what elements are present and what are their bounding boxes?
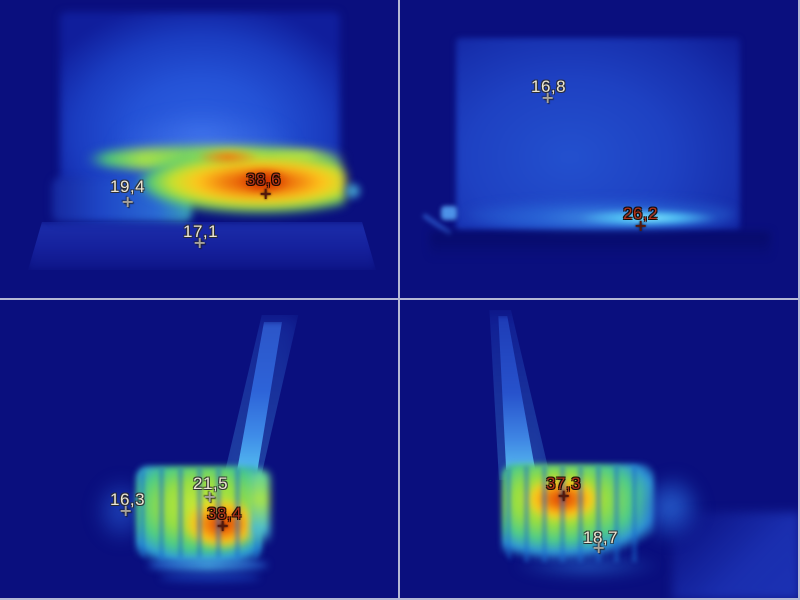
- thermal-photo-front-view: [0, 0, 400, 300]
- temperature-label: 26,2: [623, 204, 659, 223]
- cross-marker-icon: +: [119, 501, 133, 520]
- cross-marker-icon: +: [203, 487, 217, 506]
- max-heat-spot: [238, 168, 290, 194]
- temperature-label: 19,4: [110, 177, 146, 196]
- cross-marker-icon: +: [541, 88, 555, 107]
- vent-stripes: [140, 468, 260, 560]
- desk-surface: [28, 222, 376, 270]
- thermal-photo-right-side-view: [400, 300, 800, 600]
- temperature-label: 21,5: [193, 474, 229, 493]
- desk-corner-sheen: [672, 512, 798, 598]
- temperature-label: 18,7: [583, 528, 619, 547]
- cross-marker-icon: +: [592, 538, 606, 557]
- cross-marker-icon: +: [557, 486, 571, 505]
- power-plug-warm-spot: [441, 206, 457, 220]
- thermal-photo-rear-view: [400, 0, 800, 300]
- keyboard-hot-zone: [132, 156, 346, 218]
- temperature-label: 17,1: [183, 222, 219, 241]
- hinge-warm-column: [250, 470, 270, 545]
- thermal-photo-left-side-view: [0, 300, 400, 600]
- base-underside-glow: [512, 552, 662, 580]
- cross-marker-icon: +: [216, 516, 230, 535]
- cross-marker-icon: +: [193, 233, 207, 252]
- base-underside-glow: [148, 558, 268, 572]
- cross-marker-icon: +: [121, 192, 135, 211]
- cross-marker-icon: +: [259, 184, 273, 203]
- vent-stripes: [506, 466, 650, 562]
- lid-bottom-glow-core: [578, 210, 718, 226]
- hinge-hot-blob: [196, 148, 260, 166]
- base-feet-glow: [160, 573, 260, 582]
- temperature-label: 16,3: [110, 490, 146, 509]
- hinge-end-warm-nub: [342, 180, 364, 202]
- temperature-label: 16,8: [531, 77, 567, 96]
- temperature-label: 38,4: [207, 504, 243, 523]
- desk-shadow: [430, 232, 770, 258]
- temperature-label: 38,6: [246, 170, 282, 189]
- cross-marker-icon: +: [634, 216, 648, 235]
- temperature-label: 37,3: [546, 474, 582, 493]
